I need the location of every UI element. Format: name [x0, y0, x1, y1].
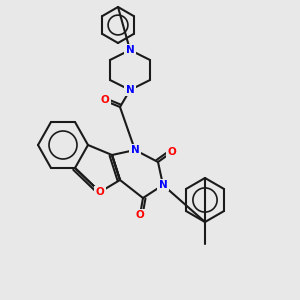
Text: O: O [96, 187, 104, 197]
Text: O: O [100, 95, 109, 105]
Text: N: N [126, 85, 134, 95]
Text: N: N [126, 45, 134, 55]
Text: N: N [130, 145, 140, 155]
Text: O: O [168, 147, 176, 157]
Text: N: N [159, 180, 167, 190]
Text: O: O [136, 210, 144, 220]
